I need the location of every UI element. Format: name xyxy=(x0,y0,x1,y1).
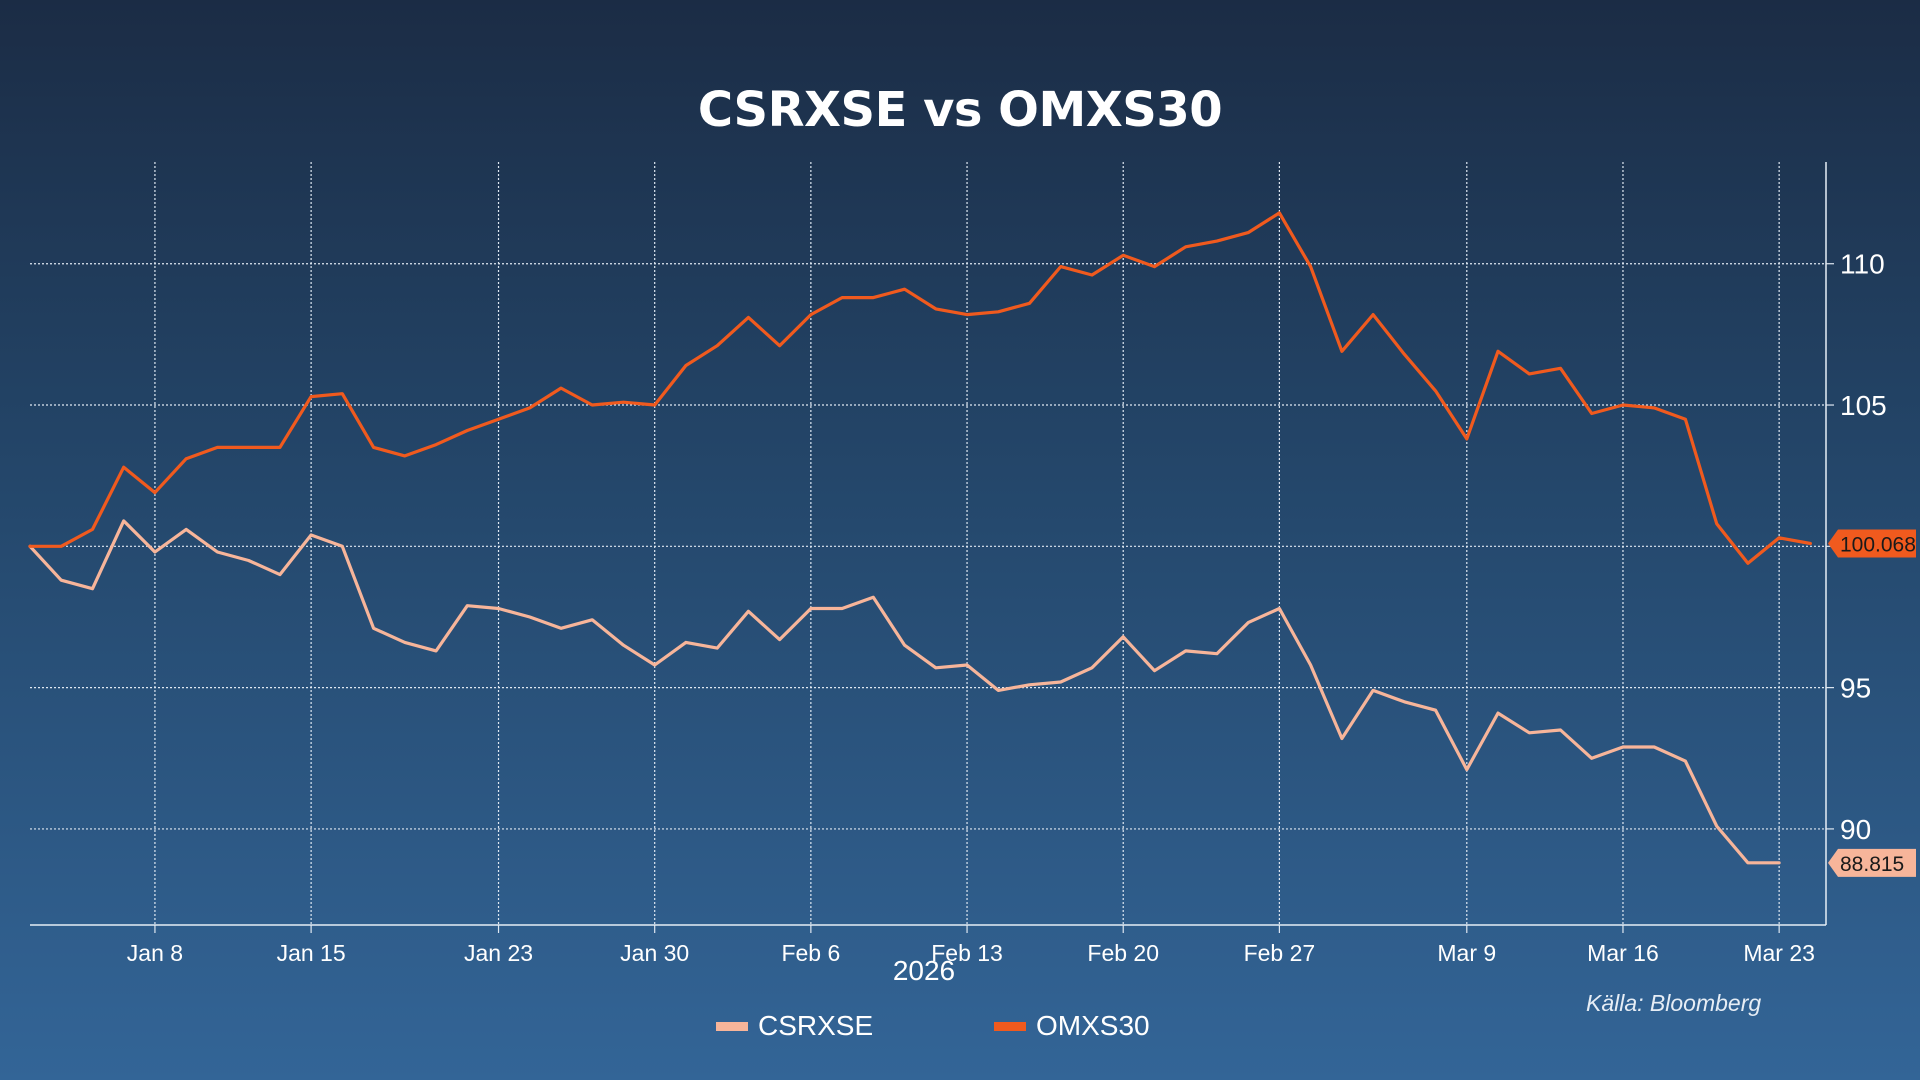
series-line-omxs30 xyxy=(28,211,1813,565)
x-axis-title: 2026 xyxy=(893,955,955,986)
legend-item-csrxse: CSRXSE xyxy=(716,1010,873,1042)
legend-item-omxs30: OMXS30 xyxy=(994,1010,1150,1042)
x-tick-label: Mar 23 xyxy=(1743,940,1815,966)
x-tick-label: Mar 16 xyxy=(1587,940,1659,966)
legend-label-omxs30: OMXS30 xyxy=(1036,1010,1150,1041)
y-tick-label: 90 xyxy=(1840,814,1871,845)
x-tick-label: Feb 6 xyxy=(781,940,840,966)
x-tick-label: Jan 23 xyxy=(464,940,533,966)
x-tick-label: Jan 8 xyxy=(127,940,183,966)
grid xyxy=(30,162,1826,925)
x-tick-label: Feb 13 xyxy=(931,940,1003,966)
source-note: Källa: Bloomberg xyxy=(1586,990,1762,1016)
end-value-label-csrxse: 88.815 xyxy=(1840,853,1904,876)
legend-label-csrxse: CSRXSE xyxy=(758,1010,874,1041)
omxs30-swatch xyxy=(994,1021,1026,1031)
x-tick-label: Feb 20 xyxy=(1087,940,1159,966)
x-tick-label: Feb 27 xyxy=(1244,940,1316,966)
series xyxy=(28,211,1813,865)
x-tick-label: Mar 9 xyxy=(1437,940,1496,966)
axes xyxy=(30,162,1834,933)
chart-title: CSRXSE vs OMXS30 xyxy=(697,82,1223,138)
series-line-csrxse xyxy=(28,519,1781,865)
end-value-tag-omxs30 xyxy=(1828,529,1916,558)
y-tick-label: 95 xyxy=(1840,673,1871,704)
y-tick-label: 110 xyxy=(1840,249,1885,280)
end-value-label-omxs30: 100.068 xyxy=(1840,534,1916,557)
csrxse-swatch xyxy=(716,1021,748,1031)
x-tick-label: Jan 15 xyxy=(277,940,346,966)
y-tick-label: 105 xyxy=(1840,390,1887,421)
end-value-tag-csrxse xyxy=(1828,848,1916,877)
x-tick-label: Jan 30 xyxy=(620,940,689,966)
